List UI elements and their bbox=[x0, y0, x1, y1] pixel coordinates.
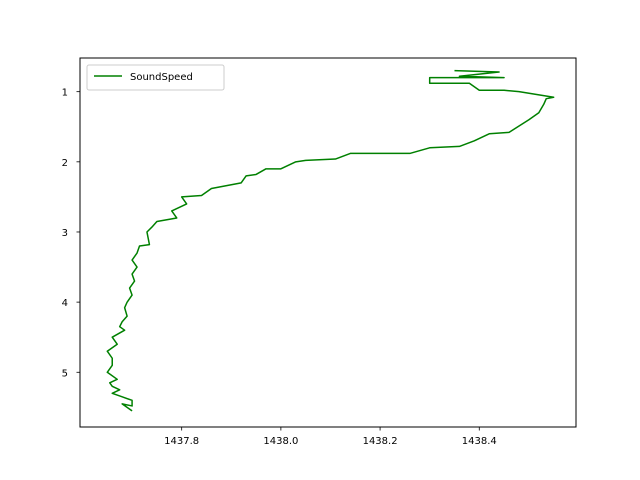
x-tick-label: 1438.0 bbox=[263, 436, 298, 447]
legend-box bbox=[86, 64, 225, 91]
x-tick-label: 1437.8 bbox=[164, 436, 199, 447]
legend: SoundSpeed bbox=[86, 64, 225, 91]
y-tick-label: 4 bbox=[62, 298, 68, 309]
x-axis-ticks: 1437.8 1438.0 1438.2 1438.4 bbox=[164, 427, 497, 447]
y-tick-label: 5 bbox=[62, 368, 68, 379]
x-tick-label: 1438.4 bbox=[462, 436, 497, 447]
legend-label-soundspeed: SoundSpeed bbox=[130, 72, 193, 83]
y-tick-label: 1 bbox=[62, 88, 68, 99]
axes-layer bbox=[79, 57, 577, 428]
plot-area-background bbox=[80, 58, 576, 427]
plot-area-frame bbox=[79, 57, 577, 428]
x-tick-label: 1438.2 bbox=[363, 436, 398, 447]
y-axis-ticks: 1 2 3 4 5 bbox=[62, 88, 80, 379]
y-tick-label: 2 bbox=[62, 158, 68, 169]
y-tick-label: 3 bbox=[62, 228, 68, 239]
series-line-soundspeed bbox=[106, 69, 555, 412]
series-layer bbox=[106, 69, 555, 412]
